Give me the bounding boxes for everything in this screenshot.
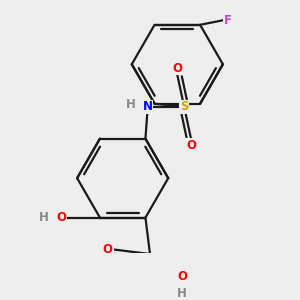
Text: O: O — [56, 211, 66, 224]
Text: S: S — [180, 100, 188, 113]
Text: O: O — [186, 139, 196, 152]
Text: H: H — [177, 287, 187, 300]
Text: O: O — [103, 243, 113, 256]
Text: F: F — [224, 14, 231, 27]
Text: N: N — [143, 100, 153, 113]
Text: O: O — [177, 270, 187, 283]
Text: H: H — [39, 211, 49, 224]
Text: H: H — [126, 98, 136, 111]
Text: O: O — [172, 61, 182, 75]
